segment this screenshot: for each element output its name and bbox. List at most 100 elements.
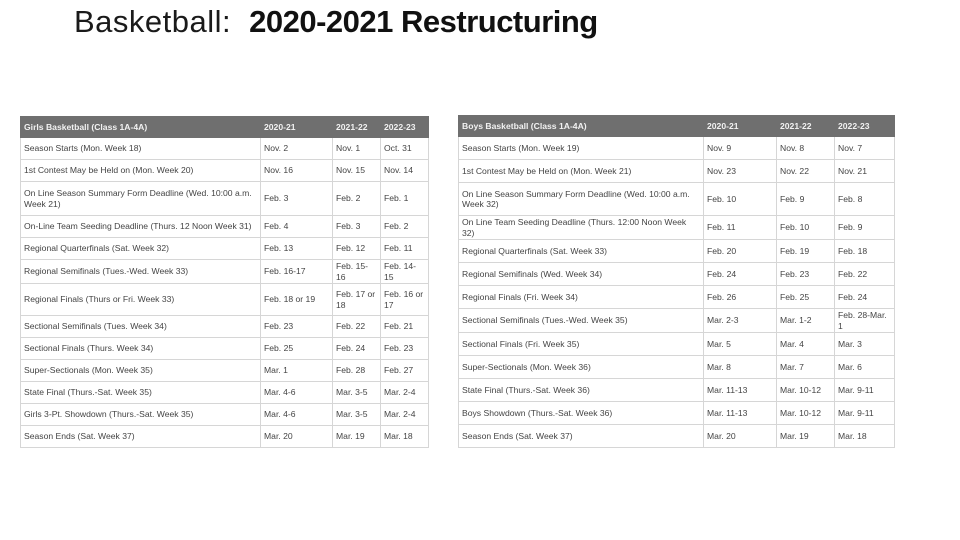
table-row: 1st Contest May be Held on (Mon. Week 21… (458, 159, 895, 183)
girls-table-header: Girls Basketball (Class 1A-4A) 2020-21 202… (20, 116, 429, 138)
date-cell: Nov. 14 (380, 159, 429, 182)
date-cell: Mar. 18 (834, 424, 895, 448)
event-cell: On Line Season Summary Form Deadline (We… (458, 182, 704, 216)
event-cell: 1st Contest May be Held on (Mon. Week 20… (20, 159, 261, 182)
event-cell: On Line Team Seeding Deadline (Thurs. 12… (458, 215, 704, 240)
table-row: Season Ends (Sat. Week 37) Mar. 20 Mar. 19… (458, 424, 895, 448)
event-cell: Sectional Semifinals (Tues. Week 34) (20, 315, 261, 338)
date-cell: Feb. 9 (776, 182, 835, 216)
date-cell: Mar. 9-11 (834, 401, 895, 425)
date-cell: Mar. 2-3 (703, 308, 777, 333)
date-cell: Nov. 2 (260, 137, 333, 160)
title-prefix: Basketball: (74, 4, 232, 39)
event-cell: Regional Quarterfinals (Sat. Week 33) (458, 239, 704, 263)
date-cell: Mar. 19 (332, 425, 381, 448)
girls-table-body: Season Starts (Mon. Week 18) Nov. 2 Nov. 1… (20, 137, 429, 448)
date-cell: Mar. 4-6 (260, 381, 333, 404)
date-cell: Feb. 24 (834, 285, 895, 309)
event-cell: Season Ends (Sat. Week 37) (20, 425, 261, 448)
date-cell: Mar. 19 (776, 424, 835, 448)
table-row: On Line Season Summary Form Deadline (We… (20, 181, 429, 216)
event-cell: Season Starts (Mon. Week 19) (458, 136, 704, 160)
date-cell: Nov. 1 (332, 137, 381, 160)
table-row: Regional Quarterfinals (Sat. Week 32) Feb… (20, 237, 429, 260)
boys-header-cell: 2022-23 (834, 115, 895, 137)
date-cell: Feb. 25 (260, 337, 333, 360)
event-cell: On-Line Team Seeding Deadline (Thurs. 12… (20, 215, 261, 238)
date-cell: Feb. 24 (332, 337, 381, 360)
table-row: Sectional Semifinals (Tues.-Wed. Week 35… (458, 308, 895, 333)
date-cell: Feb. 9 (834, 215, 895, 240)
table-row: Sectional Finals (Thurs. Week 34) Feb. 25… (20, 337, 429, 360)
date-cell: Feb. 27 (380, 359, 429, 382)
event-cell: Regional Semifinals (Wed. Week 34) (458, 262, 704, 286)
date-cell: Feb. 23 (380, 337, 429, 360)
date-cell: Feb. 3 (332, 215, 381, 238)
event-cell: Sectional Finals (Fri. Week 35) (458, 332, 704, 356)
date-cell: Mar. 7 (776, 355, 835, 379)
date-cell: Feb. 4 (260, 215, 333, 238)
date-cell: Feb. 26 (703, 285, 777, 309)
table-row: State Final (Thurs.-Sat. Week 36) Mar. 11… (458, 378, 895, 402)
date-cell: Feb. 11 (380, 237, 429, 260)
date-cell: Feb. 2 (332, 181, 381, 216)
date-cell: Feb. 17 or 18 (332, 283, 381, 316)
date-cell: Feb. 28-Mar. 1 (834, 308, 895, 333)
boys-table-header: Boys Basketball (Class 1A-4A) 2020-21 2021… (458, 115, 895, 137)
title-main: 2020-2021 Restructuring (249, 4, 598, 39)
date-cell: Mar. 11-13 (703, 401, 777, 425)
date-cell: Feb. 28 (332, 359, 381, 382)
table-row: On-Line Team Seeding Deadline (Thurs. 12… (20, 215, 429, 238)
boys-schedule-table: Boys Basketball (Class 1A-4A) 2020-21 2021… (458, 115, 895, 448)
date-cell: Mar. 5 (703, 332, 777, 356)
boys-header-cell: 2021-22 (776, 115, 835, 137)
date-cell: Mar. 1-2 (776, 308, 835, 333)
date-cell: Feb. 11 (703, 215, 777, 240)
boys-table-body: Season Starts (Mon. Week 19) Nov. 9 Nov. 8… (458, 136, 895, 448)
table-row: Season Starts (Mon. Week 19) Nov. 9 Nov. 8… (458, 136, 895, 160)
date-cell: Feb. 16-17 (260, 259, 333, 284)
girls-header-cell: 2020-21 (260, 116, 333, 138)
girls-schedule-table: Girls Basketball (Class 1A-4A) 2020-21 202… (20, 116, 429, 448)
date-cell: Feb. 12 (332, 237, 381, 260)
table-row: Girls 3-Pt. Showdown (Thurs.-Sat. Week 3… (20, 403, 429, 426)
event-cell: Super-Sectionals (Mon. Week 36) (458, 355, 704, 379)
date-cell: Nov. 23 (703, 159, 777, 183)
date-cell: Feb. 16 or 17 (380, 283, 429, 316)
date-cell: Feb. 10 (776, 215, 835, 240)
date-cell: Nov. 22 (776, 159, 835, 183)
event-cell: Season Starts (Mon. Week 18) (20, 137, 261, 160)
table-row: Regional Semifinals (Wed. Week 34) Feb. 2… (458, 262, 895, 286)
table-row: Regional Finals (Thurs or Fri. Week 33) F… (20, 283, 429, 316)
date-cell: Mar. 3 (834, 332, 895, 356)
date-cell: Mar. 1 (260, 359, 333, 382)
event-cell: State Final (Thurs.-Sat. Week 36) (458, 378, 704, 402)
girls-header-cell: Girls Basketball (Class 1A-4A) (20, 116, 261, 138)
date-cell: Feb. 22 (332, 315, 381, 338)
date-cell: Mar. 3-5 (332, 403, 381, 426)
date-cell: Feb. 19 (776, 239, 835, 263)
date-cell: Feb. 1 (380, 181, 429, 216)
date-cell: Mar. 6 (834, 355, 895, 379)
date-cell: Feb. 23 (776, 262, 835, 286)
event-cell: Super-Sectionals (Mon. Week 35) (20, 359, 261, 382)
event-cell: Girls 3-Pt. Showdown (Thurs.-Sat. Week 3… (20, 403, 261, 426)
date-cell: Mar. 18 (380, 425, 429, 448)
table-row: Regional Semifinals (Tues.-Wed. Week 33)… (20, 259, 429, 284)
table-row: Super-Sectionals (Mon. Week 36) Mar. 8 Mar… (458, 355, 895, 379)
table-row: Boys Showdown (Thurs.-Sat. Week 36) Mar. … (458, 401, 895, 425)
table-row: 1st Contest May be Held on (Mon. Week 20… (20, 159, 429, 182)
table-row: Sectional Finals (Fri. Week 35) Mar. 5 Mar… (458, 332, 895, 356)
date-cell: Mar. 2-4 (380, 403, 429, 426)
date-cell: Nov. 7 (834, 136, 895, 160)
date-cell: Mar. 4 (776, 332, 835, 356)
date-cell: Mar. 11-13 (703, 378, 777, 402)
date-cell: Feb. 15-16 (332, 259, 381, 284)
date-cell: Feb. 18 or 19 (260, 283, 333, 316)
table-row: On Line Season Summary Form Deadline (We… (458, 182, 895, 216)
girls-header-cell: 2022-23 (380, 116, 429, 138)
table-row: State Final (Thurs.-Sat. Week 35) Mar. 4-… (20, 381, 429, 404)
date-cell: Feb. 10 (703, 182, 777, 216)
date-cell: Oct. 31 (380, 137, 429, 160)
event-cell: Sectional Finals (Thurs. Week 34) (20, 337, 261, 360)
